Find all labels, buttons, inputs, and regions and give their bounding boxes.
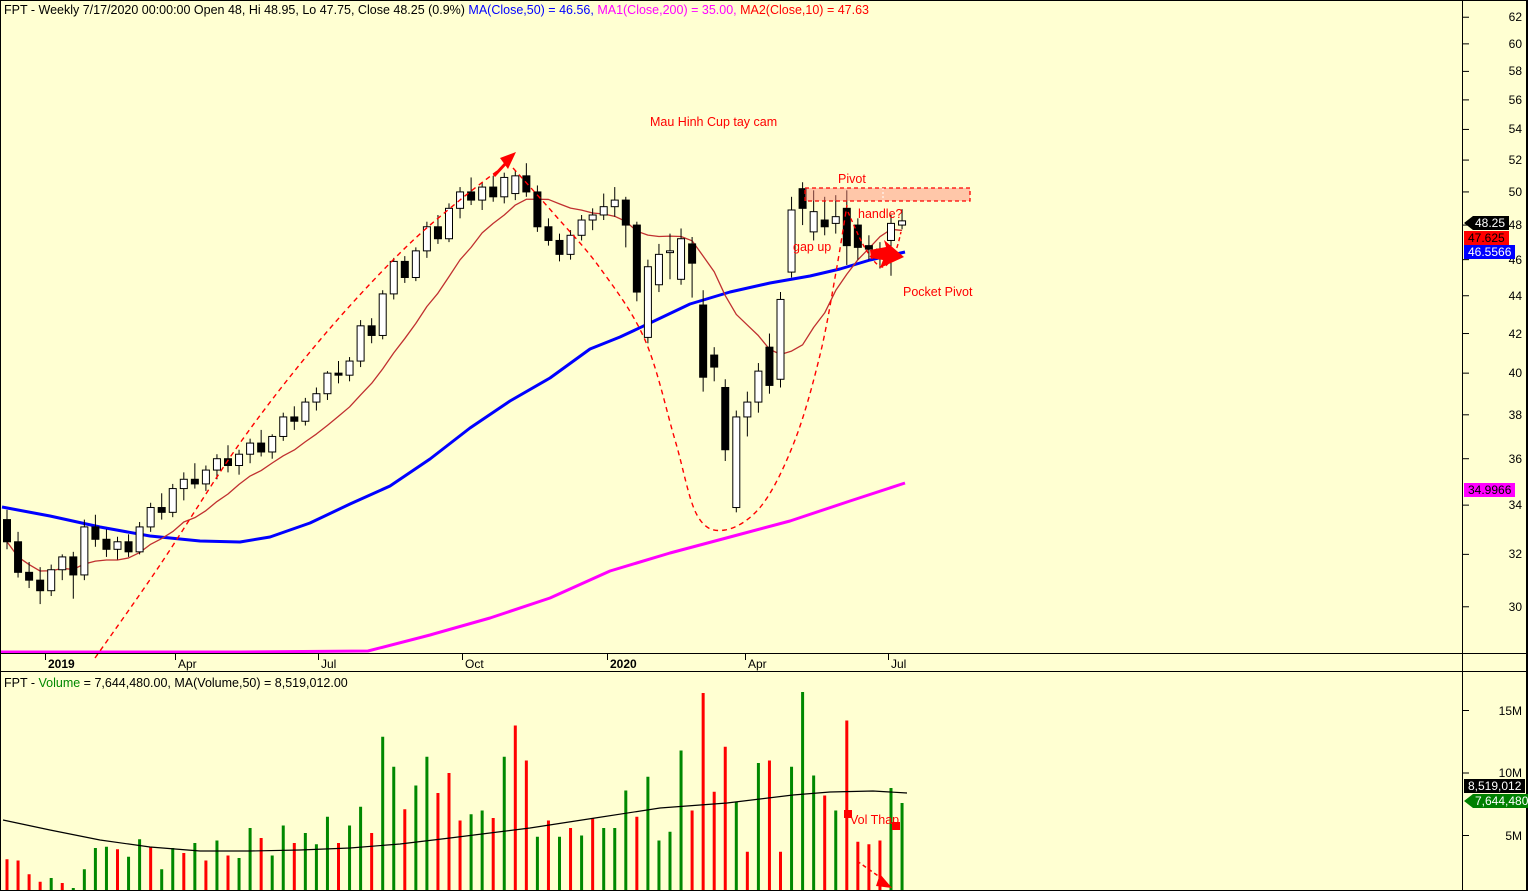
- volume-axis-label: 5M: [1505, 828, 1522, 843]
- price-axis-label: 42: [1508, 326, 1522, 341]
- volume-bars: [5, 692, 904, 890]
- price-tag: 34.9966: [1464, 483, 1516, 497]
- date-axis-label: 2019: [48, 657, 75, 671]
- price-axis-label: 40: [1508, 366, 1522, 381]
- price-axis-label: 58: [1508, 64, 1522, 79]
- chart-title-bar: FPT - Weekly 7/17/2020 00:00:00 Open 48,…: [4, 3, 869, 17]
- price-axis-label: 34: [1508, 498, 1522, 513]
- price-axis-label: 30: [1508, 599, 1522, 614]
- volume-axis-label: 15M: [1498, 703, 1522, 718]
- price-tag: 48.25: [1464, 216, 1510, 230]
- volume-tag: 7,644,480: [1464, 794, 1528, 808]
- volume-title-values: = 7,644,480.00, MA(Volume,50) = 8,519,01…: [80, 676, 348, 690]
- date-axis-label: 2020: [610, 657, 637, 671]
- ma200-line: [0, 481, 906, 654]
- volume-plot[interactable]: [2, 692, 908, 890]
- annotation-pivot-label[interactable]: Pivot: [838, 172, 866, 186]
- volume-annotation-drawing[interactable]: [844, 810, 900, 888]
- main-price-plot[interactable]: [0, 152, 971, 659]
- title-ma10-value: MA2(Close,10) = 47.63: [740, 3, 869, 17]
- volume-axis-label: 10M: [1498, 766, 1522, 780]
- volume-tag: 8,519,012: [1464, 779, 1526, 793]
- price-axis-label: 48: [1508, 218, 1522, 233]
- candlesticks: [3, 163, 907, 605]
- volume-title-word: Volume: [38, 676, 81, 690]
- price-axis-label: 38: [1508, 407, 1522, 422]
- volume-title-bar: FPT - Volume = 7,644,480.00, MA(Volume,5…: [4, 676, 348, 690]
- date-axis-label: Oct: [465, 657, 484, 671]
- annotation-handle-label[interactable]: handle?: [858, 207, 903, 221]
- price-axis-label: 62: [1508, 10, 1522, 25]
- price-tag: 46.5566: [1464, 245, 1516, 259]
- volume-ma-line: [2, 790, 908, 852]
- price-axis-label: 50: [1508, 184, 1522, 199]
- price-axis-label: 56: [1508, 92, 1522, 107]
- ma10-line: [6, 198, 903, 572]
- price-axis-label: 52: [1508, 153, 1522, 168]
- price-axis-label: 32: [1508, 547, 1522, 562]
- volume-title-symbol: FPT -: [4, 676, 39, 690]
- price-tag: 47.625: [1464, 231, 1509, 245]
- cup-and-handle-drawing[interactable]: [94, 152, 971, 659]
- annotation-cup-label[interactable]: Mau Hinh Cup tay cam: [650, 115, 778, 129]
- date-axis-label: Jul: [321, 657, 337, 671]
- date-axis-label: Apr: [178, 657, 197, 671]
- annotation-pocket-pivot-label[interactable]: Pocket Pivot: [903, 285, 973, 299]
- ma50-line: [1, 250, 906, 544]
- date-axis-label: Jul: [891, 657, 907, 671]
- price-axis-label: 44: [1508, 288, 1522, 303]
- date-axis-label: Apr: [748, 657, 767, 671]
- annotation-vol-thap-label[interactable]: Vol Thap: [850, 813, 900, 827]
- title-ma50-value: MA(Close,50) = 46.56,: [468, 3, 598, 17]
- price-axis-label: 60: [1508, 36, 1522, 51]
- title-ma200-value: MA1(Close,200) = 35.00,: [597, 3, 741, 17]
- price-axis-label: 54: [1508, 122, 1522, 137]
- annotation-gap-up-label[interactable]: gap up: [793, 240, 832, 254]
- price-axis-label: 36: [1508, 451, 1522, 466]
- title-ohlc-text: FPT - Weekly 7/17/2020 00:00:00 Open 48,…: [4, 3, 469, 17]
